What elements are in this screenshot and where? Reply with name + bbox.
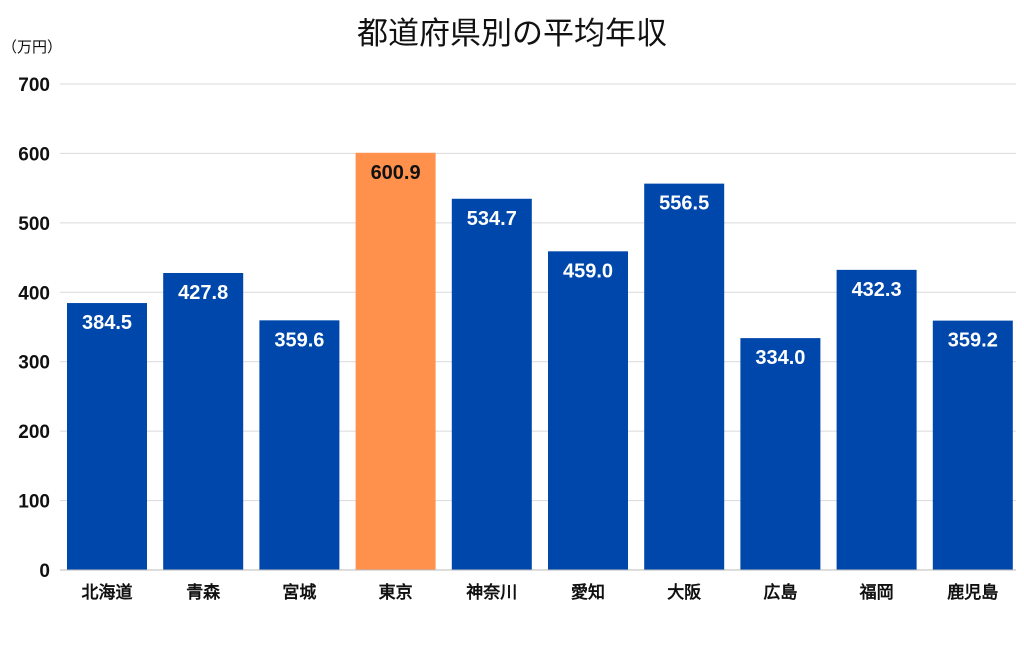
x-tick-label: 神奈川	[466, 582, 517, 603]
bar	[163, 272, 244, 570]
y-tick-label: 400	[18, 283, 50, 304]
x-tick-label: 宮城	[282, 582, 316, 603]
data-label: 359.6	[274, 329, 324, 351]
data-label: 359.2	[948, 330, 998, 352]
y-tick-label: 700	[18, 75, 50, 96]
data-label: 556.5	[659, 193, 709, 215]
chart-title: 都道府県別の平均年収	[357, 16, 667, 52]
data-label: 384.5	[82, 312, 132, 334]
y-tick-label: 100	[18, 492, 50, 513]
x-tick-label: 愛知	[571, 582, 605, 603]
y-tick-label: 600	[18, 144, 50, 165]
bar	[836, 269, 917, 570]
x-tick-label: 大阪	[667, 582, 701, 603]
bar	[740, 338, 821, 570]
x-tick-label: 青森	[186, 582, 221, 603]
bar	[67, 303, 147, 570]
x-tick-label: 東京	[379, 582, 413, 603]
data-label: 427.8	[178, 282, 228, 304]
y-axis-unit-label: （万円）	[2, 38, 63, 56]
y-tick-label: 200	[18, 422, 50, 443]
data-label: 334.0	[755, 347, 805, 369]
y-tick-label: 500	[18, 214, 50, 235]
x-tick-label: 鹿児島	[947, 582, 998, 603]
bar	[259, 320, 340, 570]
x-tick-label: 北海道	[82, 582, 133, 603]
y-tick-label: 300	[18, 353, 50, 374]
data-label: 459.0	[563, 260, 613, 282]
data-label: 534.7	[467, 208, 517, 230]
x-tick-label: 広島	[763, 582, 797, 603]
bar	[644, 183, 725, 570]
data-label: 600.9	[371, 162, 421, 184]
bar	[355, 152, 436, 570]
bar	[451, 198, 532, 570]
y-tick-label: 0	[39, 561, 50, 582]
bar	[548, 251, 628, 570]
x-tick-label: 福岡	[859, 582, 894, 603]
data-label: 432.3	[852, 279, 902, 301]
bar	[932, 320, 1013, 570]
